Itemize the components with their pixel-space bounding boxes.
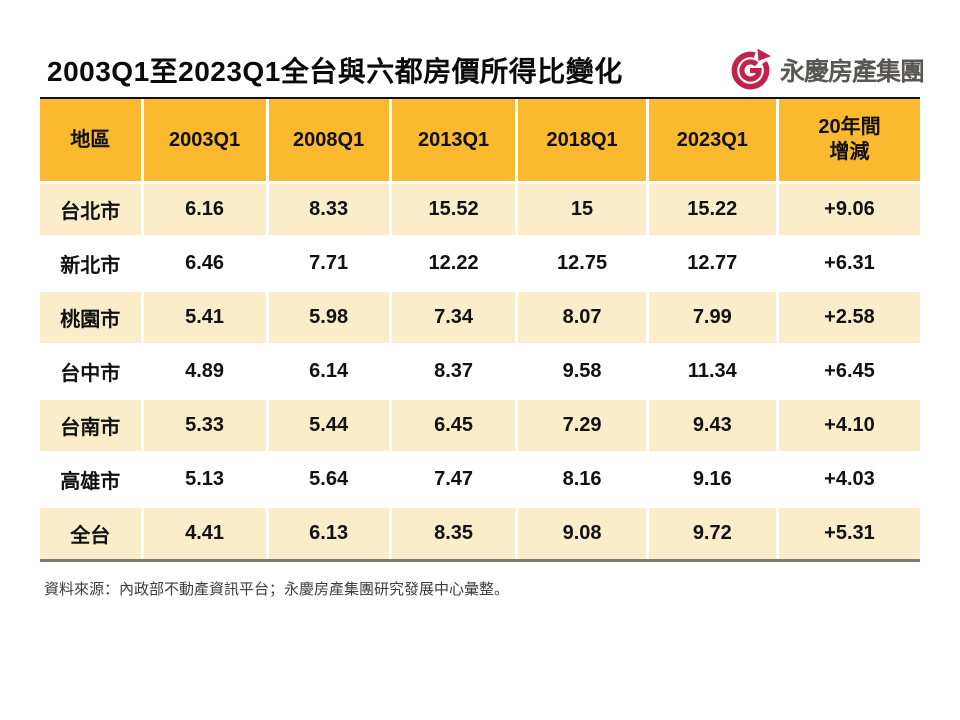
region-cell: 台北市 <box>40 182 144 238</box>
page-title: 2003Q1至2023Q1全台與六都房價所得比變化 <box>47 56 623 87</box>
value-cell: 7.99 <box>647 290 779 346</box>
value-cell: 8.16 <box>516 452 649 508</box>
value-cell: 5.33 <box>142 398 269 454</box>
column-header-2: 2008Q1 <box>267 99 392 184</box>
value-cell: 9.08 <box>516 506 649 559</box>
value-cell: 9.43 <box>647 398 779 454</box>
value-cell: 12.75 <box>516 236 649 292</box>
column-header-1: 2003Q1 <box>142 99 269 184</box>
value-cell: 5.13 <box>142 452 269 508</box>
value-cell: 15.52 <box>390 182 519 238</box>
region-cell: 新北市 <box>40 236 144 292</box>
value-cell: 9.58 <box>516 344 649 400</box>
value-cell: 5.44 <box>267 398 392 454</box>
value-cell: 5.64 <box>267 452 392 508</box>
table-row-新北市: 新北市 6.46 7.71 12.22 12.75 12.77 +6.31 <box>40 236 920 292</box>
column-header-3: 2013Q1 <box>390 99 519 184</box>
column-header-4: 2018Q1 <box>516 99 649 184</box>
value-cell: 8.07 <box>516 290 649 346</box>
table-row-高雄市: 高雄市 5.13 5.64 7.47 8.16 9.16 +4.03 <box>40 452 920 508</box>
value-cell: 8.33 <box>267 182 392 238</box>
value-cell: 7.47 <box>390 452 519 508</box>
value-cell: 4.41 <box>142 506 269 559</box>
value-cell: 5.41 <box>142 290 269 346</box>
value-cell: 7.29 <box>516 398 649 454</box>
region-cell: 全台 <box>40 506 144 559</box>
value-cell: 6.14 <box>267 344 392 400</box>
value-cell: +9.06 <box>777 182 920 238</box>
value-cell: +6.31 <box>777 236 920 292</box>
value-cell: +4.10 <box>777 398 920 454</box>
value-cell: 6.16 <box>142 182 269 238</box>
table-row-桃園市: 桃園市 5.41 5.98 7.34 8.07 7.99 +2.58 <box>40 290 920 346</box>
brand-name: 永慶房產集團 <box>780 57 925 86</box>
table-row-台中市: 台中市 4.89 6.14 8.37 9.58 11.34 +6.45 <box>40 344 920 400</box>
value-cell: 8.35 <box>390 506 519 559</box>
value-cell: 12.77 <box>647 236 779 292</box>
table-header-row: 地區 2003Q1 2008Q1 2013Q1 2018Q1 2023Q1 20年間 增減 <box>40 99 920 184</box>
value-cell: 5.98 <box>267 290 392 346</box>
value-cell: 15.22 <box>647 182 779 238</box>
source-note: 資料來源：內政部不動產資訊平台；永慶房產集團研究發展中心彙整。 <box>44 581 510 598</box>
price-income-ratio-table: 地區 2003Q1 2008Q1 2013Q1 2018Q1 2023Q1 20年間 增減 … <box>40 97 920 562</box>
value-cell: 12.22 <box>390 236 519 292</box>
value-cell: +6.45 <box>777 344 920 400</box>
value-cell: 8.37 <box>390 344 519 400</box>
table-row-台北市: 台北市 6.16 8.33 15.52 15 15.22 +9.06 <box>40 182 920 238</box>
value-cell: 9.72 <box>647 506 779 559</box>
brand-logo: 永慶房產集團 <box>728 47 925 92</box>
value-cell: 6.46 <box>142 236 269 292</box>
region-cell: 桃園市 <box>40 290 144 346</box>
value-cell: 7.34 <box>390 290 519 346</box>
column-header-5: 2023Q1 <box>647 99 779 184</box>
region-cell: 台南市 <box>40 398 144 454</box>
value-cell: 11.34 <box>647 344 779 400</box>
yungching-spiral-g-icon <box>731 48 771 90</box>
region-cell: 台中市 <box>40 344 144 400</box>
value-cell: +4.03 <box>777 452 920 508</box>
value-cell: 7.71 <box>267 236 392 292</box>
column-header-6: 20年間 增減 <box>777 99 920 184</box>
table-row-台南市: 台南市 5.33 5.44 6.45 7.29 9.43 +4.10 <box>40 398 920 454</box>
value-cell: +5.31 <box>777 506 920 559</box>
value-cell: +2.58 <box>777 290 920 346</box>
value-cell: 6.45 <box>390 398 519 454</box>
column-header-0: 地區 <box>40 99 144 184</box>
table-row-全台: 全台 4.41 6.13 8.35 9.08 9.72 +5.31 <box>40 506 920 559</box>
value-cell: 15 <box>516 182 649 238</box>
value-cell: 9.16 <box>647 452 779 508</box>
value-cell: 4.89 <box>142 344 269 400</box>
region-cell: 高雄市 <box>40 452 144 508</box>
value-cell: 6.13 <box>267 506 392 559</box>
